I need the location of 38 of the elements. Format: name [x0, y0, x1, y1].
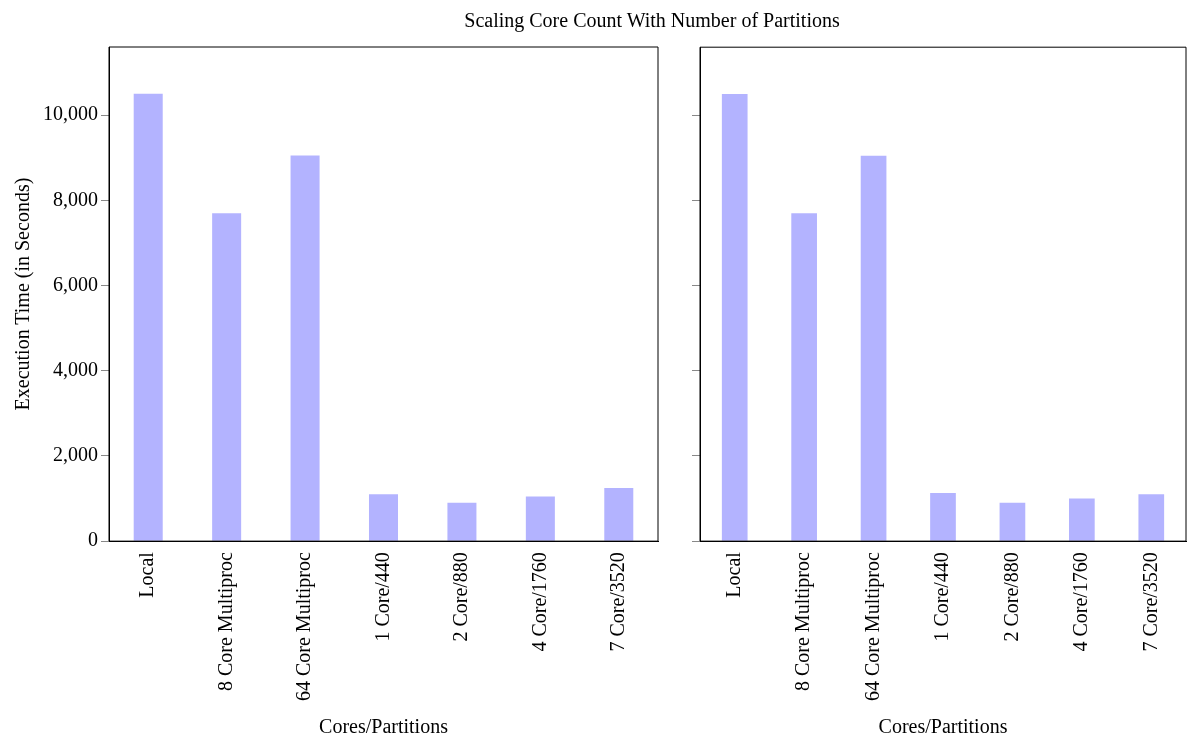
- bar: [860, 155, 887, 541]
- x-tick-label: 8 Core Multiproc: [213, 552, 237, 692]
- y-tick-label: 4,000: [53, 357, 98, 380]
- x-axis-title: Cores/Partitions: [319, 715, 449, 738]
- x-tick-label: 2 Core/880: [449, 552, 472, 642]
- bar: [133, 93, 163, 541]
- bar: [930, 493, 956, 541]
- x-tick-label: 7 Core/3520: [1138, 552, 1161, 652]
- x-tick-label: 8 Core Multiproc: [791, 552, 815, 692]
- y-tick-label: 10,000: [43, 102, 98, 125]
- y-tick-label: 8,000: [53, 187, 98, 210]
- x-tick-label: 1 Core/440: [370, 552, 393, 642]
- bar: [1069, 498, 1095, 541]
- x-tick-label: 7 Core/3520: [606, 552, 629, 652]
- y-tick-label: 2,000: [53, 443, 98, 466]
- y-tick-label: 0: [88, 528, 98, 551]
- x-tick-label: 2 Core/880: [999, 552, 1022, 642]
- bar: [447, 502, 477, 541]
- x-tick-label: Local: [135, 551, 158, 598]
- y-tick-label: 6,000: [53, 272, 98, 295]
- x-tick-label: 64 Core Multiproc: [860, 552, 884, 702]
- bar: [791, 213, 817, 541]
- chart-title: Scaling Core Count With Number of Partitions: [463, 8, 841, 32]
- x-tick-label: 64 Core Multiproc: [292, 552, 316, 702]
- x-tick-label: 1 Core/440: [930, 552, 953, 642]
- bar: [999, 502, 1026, 541]
- x-tick-label: 4 Core/1760: [527, 552, 550, 652]
- bar: [525, 496, 555, 541]
- bar: [290, 155, 320, 541]
- y-axis-title: Execution Time (in Seconds): [11, 177, 35, 411]
- bar: [212, 213, 242, 541]
- bar: [1138, 494, 1165, 541]
- bar: [721, 94, 748, 541]
- bar: [368, 494, 399, 541]
- x-tick-label: Local: [721, 551, 744, 598]
- bar: [604, 487, 634, 541]
- x-tick-label: 4 Core/1760: [1069, 552, 1092, 652]
- x-axis-title: Cores/Partitions: [878, 715, 1008, 738]
